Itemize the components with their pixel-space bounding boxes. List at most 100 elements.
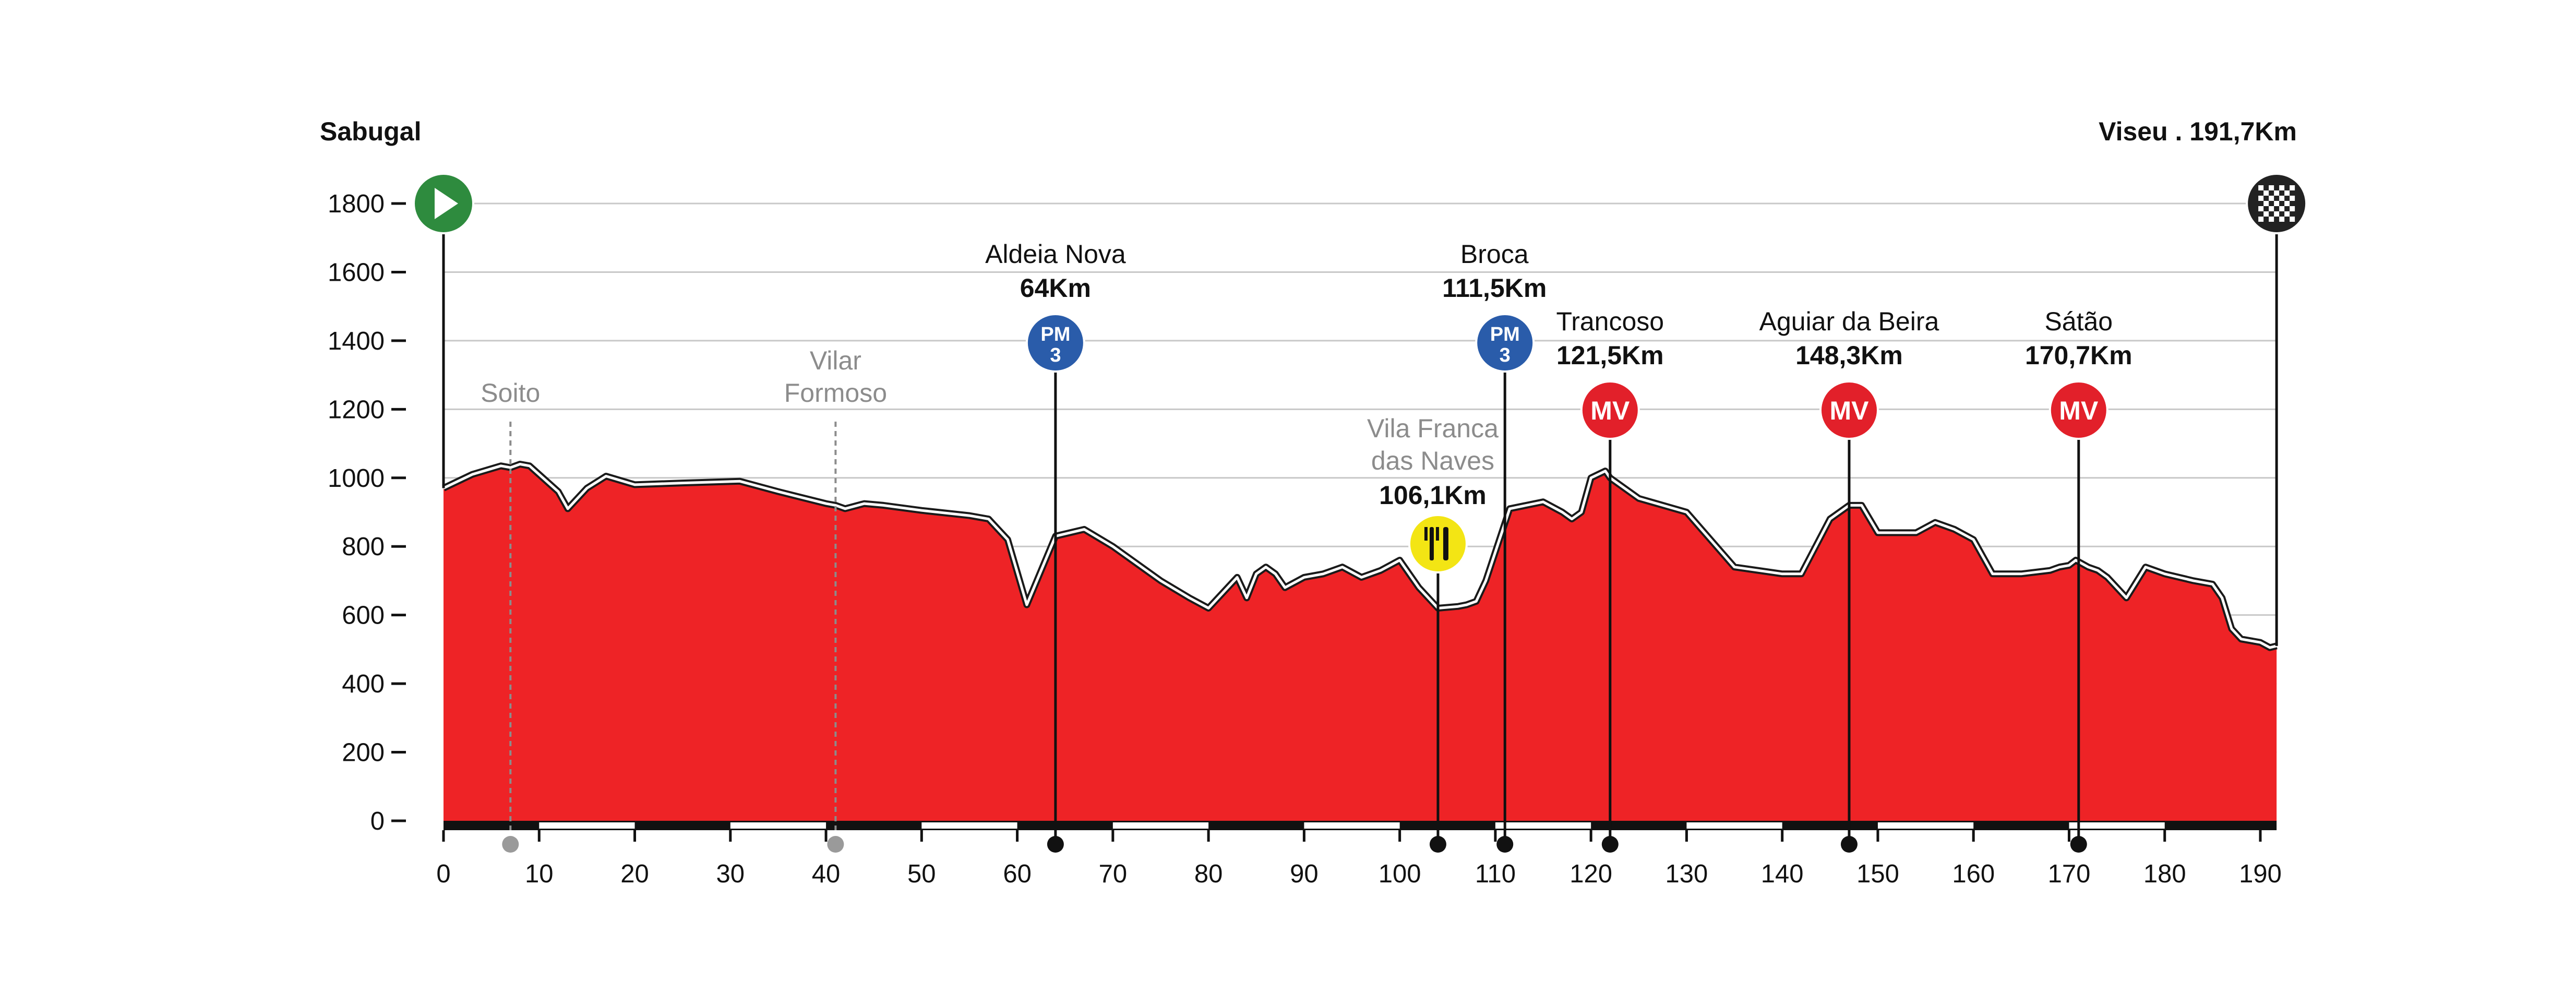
flag-square — [2290, 196, 2295, 201]
badge-sublabel: 3 — [1050, 344, 1061, 366]
flag-square — [2279, 196, 2285, 201]
waypoint-dot — [2070, 836, 2087, 853]
waypoint-name: Aldeia Nova — [985, 240, 1126, 269]
waypoint-km: 111,5Km — [1442, 273, 1547, 303]
knife-icon — [1443, 527, 1448, 560]
flag-square — [2258, 196, 2264, 201]
x-tick-label: 90 — [1290, 860, 1319, 888]
waypoint-dot — [827, 836, 844, 853]
waypoint-km: 106,1Km — [1379, 481, 1487, 510]
endpoints: Sabugal Viseu . 191,7Km — [320, 117, 2308, 646]
waypoint: Soito — [481, 378, 540, 853]
waypoint: Trancoso 121,5Km MV — [1556, 307, 1664, 853]
flag-square — [2284, 190, 2290, 196]
category-badge — [1025, 313, 1085, 373]
x-tick-label: 170 — [2048, 860, 2091, 888]
category-badge — [1475, 313, 1535, 373]
badge-sublabel: 3 — [1500, 344, 1511, 366]
x-tick-label: 140 — [1761, 860, 1804, 888]
waypoint-dot — [1047, 836, 1064, 853]
elevation-outline-light — [442, 463, 2277, 649]
badge-label: MV — [1829, 396, 1869, 425]
flag-square — [2279, 217, 2285, 222]
waypoint-name: Sátão — [2044, 307, 2113, 336]
x-tick-label: 160 — [1952, 860, 1995, 888]
y-tick-label: 1000 — [328, 464, 385, 493]
flag-square — [2274, 201, 2280, 206]
distance-bar-segment — [1686, 822, 1782, 829]
checkered-flag-icon — [2258, 185, 2295, 222]
waypoint: Aguiar da Beira 148,3Km MV — [1759, 307, 1939, 853]
category-badge — [1819, 380, 1879, 440]
distance-bar-segment — [1495, 822, 1591, 829]
y-tick-label: 1800 — [328, 190, 385, 218]
waypoint-name: Vilar — [810, 346, 861, 375]
y-tick-label: 200 — [342, 739, 385, 767]
x-tick-label: 50 — [907, 860, 936, 888]
waypoint: Vila Franca das Naves 106,1Km — [1367, 414, 1499, 853]
flag-square — [2269, 206, 2274, 211]
waypoint-dot — [1840, 836, 1858, 853]
badge-label: PM — [1490, 324, 1520, 345]
distance-bar-segment — [1112, 822, 1209, 829]
waypoint-name: Trancoso — [1556, 307, 1664, 336]
flag-square — [2263, 201, 2269, 206]
waypoint: Vilar Formoso — [784, 346, 887, 853]
y-tick-label: 800 — [342, 533, 385, 561]
distance-bar — [444, 821, 2277, 830]
feed-zone-icon — [1408, 514, 1468, 573]
y-tick-label: 1200 — [328, 396, 385, 424]
waypoint-name: Broca — [1460, 240, 1529, 269]
waypoint-name-line2: Formoso — [784, 378, 887, 408]
x-tick-label: 120 — [1569, 860, 1612, 888]
distance-bar-segment — [1304, 822, 1400, 829]
x-tick-label: 80 — [1194, 860, 1223, 888]
badge-label: MV — [2059, 396, 2099, 425]
waypoint-name: Vila Franca — [1367, 414, 1499, 443]
x-tick-label: 60 — [1003, 860, 1032, 888]
flag-square — [2269, 196, 2274, 201]
waypoint-km: 121,5Km — [1556, 341, 1664, 370]
waypoint-km: 64Km — [1020, 273, 1091, 303]
waypoint-name: Aguiar da Beira — [1759, 307, 1939, 336]
x-tick-label: 40 — [812, 860, 841, 888]
play-icon — [435, 188, 458, 219]
waypoint-dot — [1601, 836, 1619, 853]
flag-square — [2290, 206, 2295, 211]
flag-square — [2274, 211, 2280, 217]
fork-icon-tine — [1424, 527, 1428, 541]
flag-square — [2258, 206, 2264, 211]
waypoint: Sátão 170,7Km MV — [2025, 307, 2132, 853]
x-tick-label: 180 — [2143, 860, 2186, 888]
x-tick-label: 0 — [436, 860, 450, 888]
category-badge — [2048, 380, 2108, 440]
x-tick-label: 70 — [1099, 860, 1128, 888]
y-tick-label: 400 — [342, 670, 385, 698]
waypoint: Broca 111,5Km PM3 — [1442, 240, 1547, 853]
flag-square — [2290, 185, 2295, 190]
waypoint-dot — [502, 836, 519, 853]
waypoint-dot — [1429, 836, 1446, 853]
waypoint-km: 148,3Km — [1795, 341, 1903, 370]
fork-icon — [1429, 527, 1434, 560]
badge-label: PM — [1040, 324, 1070, 345]
waypoint-km: 170,7Km — [2025, 341, 2132, 370]
badge-label: MV — [1590, 396, 1630, 425]
waypoint-dot — [1496, 836, 1514, 853]
y-tick-label: 0 — [370, 807, 385, 835]
x-tick-label: 100 — [1379, 860, 1421, 888]
flag-square — [2269, 185, 2274, 190]
x-tick-label: 10 — [525, 860, 554, 888]
start-label: Sabugal — [320, 117, 421, 146]
waypoint-name: Soito — [481, 378, 540, 408]
finish-label: Viseu . 191,7Km — [2099, 117, 2297, 146]
distance-bar-segment — [921, 822, 1017, 829]
x-tick-label: 150 — [1856, 860, 1899, 888]
flag-square — [2290, 217, 2295, 222]
y-tick-label: 1600 — [328, 258, 385, 286]
y-tick-label: 1400 — [328, 327, 385, 355]
flag-square — [2269, 217, 2274, 222]
x-tick-label: 190 — [2239, 860, 2282, 888]
